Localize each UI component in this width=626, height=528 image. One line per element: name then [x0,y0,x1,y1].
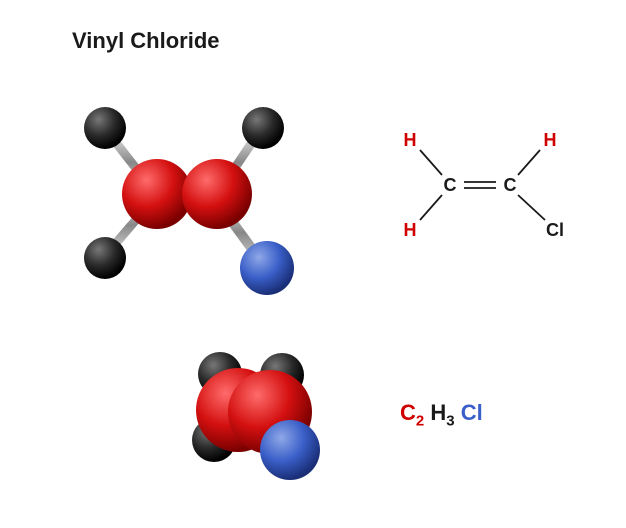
formula-carbon: C2 [400,400,424,425]
atom-cl [240,241,294,295]
space-filling-model [170,340,330,500]
atom-label-h: H [404,220,417,240]
atom-label-c: C [504,175,517,195]
ball-stick-model [45,90,325,310]
title: Vinyl Chloride [72,28,220,54]
bond-line [518,150,540,175]
atom-h [242,107,284,149]
atom-label-h: H [404,130,417,150]
molecular-formula: C2 H3 Cl [400,400,483,429]
atom-label-cl: Cl [546,220,564,240]
atom-c [122,159,192,229]
bond-line [518,195,545,220]
bond-line [420,195,442,220]
bond-line [420,150,442,175]
atom-label-c: C [444,175,457,195]
atom-label-h: H [544,130,557,150]
formula-chlorine: Cl [461,400,483,425]
formula-hydrogen: H3 [430,400,454,425]
atom-sphere [260,420,320,480]
atom-h [84,107,126,149]
atom-h [84,237,126,279]
atom-c [182,159,252,229]
structural-formula: H H C C H Cl [380,120,600,260]
